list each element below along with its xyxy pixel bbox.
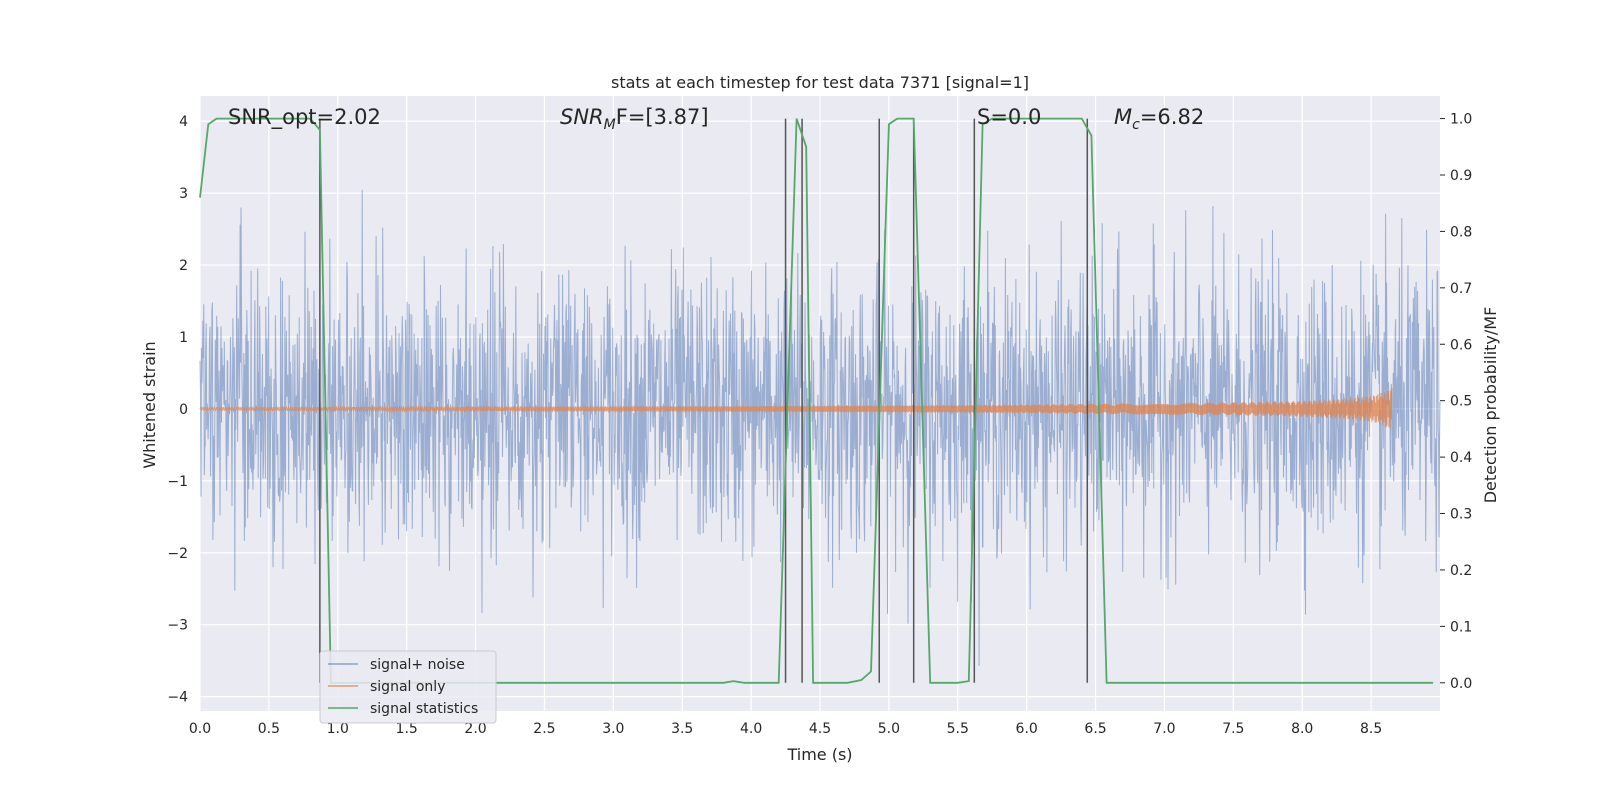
legend-stats-label: signal statistics: [370, 701, 478, 717]
y-right-tick-label: 0.8: [1450, 224, 1472, 240]
x-tick-label: 4.5: [809, 721, 831, 737]
x-tick-label: 5.0: [878, 721, 900, 737]
x-tick-label: 4.0: [740, 721, 762, 737]
y-tick-labels: 4 3 2 1 0 −1 −2 −3 −4: [167, 114, 188, 705]
y-right-tick-label: 0.4: [1450, 450, 1472, 466]
y-right-tick-label: 0.9: [1450, 168, 1472, 184]
y-right-tick-label: 0.6: [1450, 337, 1472, 353]
y-right-tick-label: 0.7: [1450, 281, 1472, 297]
y-tick-label: 4: [179, 114, 188, 130]
y-tick-label: 1: [179, 330, 188, 346]
x-tick-label: 0.0: [189, 721, 211, 737]
y-axis-label: Whitened strain: [140, 341, 159, 468]
x-tick-label: 3.5: [671, 721, 693, 737]
vertical-markers: [319, 118, 1089, 683]
snr-mf-annotation: SNRMF=[3.87]: [560, 105, 709, 133]
x-tick-label: 6.5: [1084, 721, 1106, 737]
snr-mf-main: SNR: [560, 105, 604, 129]
x-axis-label: Time (s): [786, 745, 852, 764]
x-tick-label: 2.0: [464, 721, 486, 737]
mc-sub: c: [1132, 117, 1140, 133]
legend-signal-label: signal only: [370, 679, 445, 695]
y-tick-label: −2: [167, 546, 188, 562]
legend: signal+ noise signal only signal statist…: [319, 650, 497, 724]
signal-only-line: [199, 387, 1393, 429]
x-tick-labels: 0.0 0.5 1.0 1.5 2.0 2.5 3.0 3.5 4.0 4.5 5.0 5.5 6.0 6…: [189, 721, 1382, 737]
snr-mf-sub: M: [604, 117, 616, 133]
x-tick-label: 0.5: [258, 721, 280, 737]
x-tick-label: 7.0: [1153, 721, 1175, 737]
x-tick-label: 2.5: [533, 721, 555, 737]
chart-title: stats at each timestep for test data 737…: [611, 73, 1029, 92]
y-right-axis-label: Detection probability/MF: [1481, 307, 1500, 504]
x-tick-label: 8.0: [1291, 721, 1313, 737]
y-tick-label: 2: [179, 258, 188, 274]
signal-only-series: [199, 387, 1393, 429]
signal-statistics-line: [199, 117, 1434, 684]
y-tick-label: −4: [167, 690, 188, 706]
x-tick-label: 1.0: [327, 721, 349, 737]
legend-noise-label: signal+ noise: [370, 657, 465, 673]
y-tick-label: −1: [167, 474, 188, 490]
y-right-tick-label: 0.3: [1450, 507, 1472, 523]
mc-annotation: Mc=6.82: [1114, 105, 1204, 133]
mc-rest: =6.82: [1140, 105, 1204, 129]
snr-opt-annotation: SNR_opt=2.02: [228, 105, 381, 130]
s-annotation: S=0.0: [977, 105, 1041, 129]
y-tick-label: −3: [167, 618, 188, 634]
y-right-tick-label: 0.1: [1450, 619, 1472, 635]
x-tick-label: 6.0: [1016, 721, 1038, 737]
legend-box: [319, 650, 497, 724]
mc-main: M: [1114, 105, 1132, 129]
y-tick-label: 0: [179, 402, 188, 418]
signal-statistics-series: [199, 117, 1434, 684]
x-tick-label: 5.5: [947, 721, 969, 737]
snr-mf-rest: F=[3.87]: [616, 105, 709, 129]
y-right-tick-label: 0.2: [1450, 563, 1472, 579]
x-tick-label: 8.5: [1360, 721, 1382, 737]
x-tick-label: 1.5: [396, 721, 418, 737]
y-right-tick-label: 0.5: [1450, 394, 1472, 410]
y-right-tick-label: 0.0: [1450, 676, 1472, 692]
y-tick-label: 3: [179, 186, 188, 202]
y-right-tick-labels: 1.0 0.9 0.8 0.7 0.6 0.5 0.4 0.3 0.2 0.1 0.0: [1440, 112, 1472, 692]
y-right-tick-label: 1.0: [1450, 112, 1472, 128]
x-tick-label: 7.5: [1222, 721, 1244, 737]
x-tick-label: 3.0: [602, 721, 624, 737]
